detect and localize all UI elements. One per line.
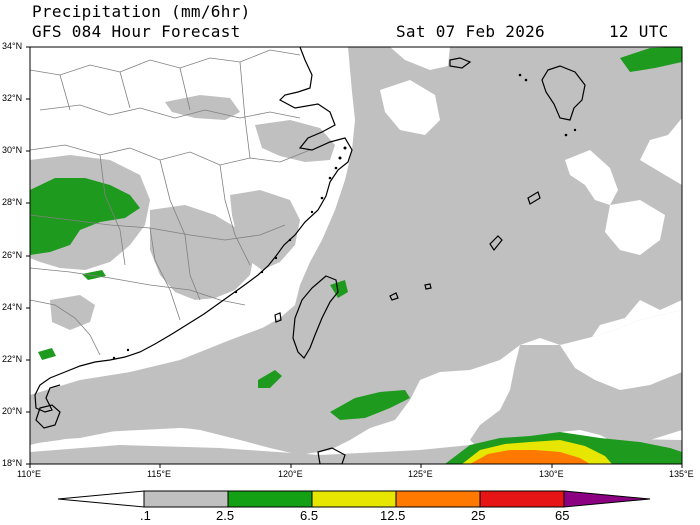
valid-date: Sat 07 Feb 2026: [396, 22, 545, 41]
lat-label: 32°N: [2, 93, 23, 103]
lat-label: 20°N: [2, 406, 23, 416]
precip-inland-east: [230, 190, 300, 270]
lat-label: 18°N: [2, 458, 23, 468]
ryukyu-1: [527, 191, 541, 205]
precip-main-ocean-region: [30, 47, 682, 455]
precip-south-band: [30, 318, 350, 444]
precip-north-east: [255, 120, 335, 162]
lat-label: 26°N: [2, 250, 23, 260]
colorbar-high-arrow: [563, 490, 651, 508]
valid-hour: 12 UTC: [609, 22, 669, 41]
lon-label: 135°E: [669, 469, 694, 479]
green-corner-ne: [620, 47, 682, 72]
green-south-sea-2: [330, 390, 410, 420]
colorbar-bin-3: [311, 490, 397, 508]
lon-label: 120°E: [278, 469, 303, 479]
precip-west-small: [50, 295, 95, 330]
map-area: [30, 47, 682, 464]
colorbar-label: .1: [140, 508, 151, 523]
gap-center-ocean: [605, 200, 665, 255]
precip-inland-center: [150, 205, 255, 300]
lon-label: 115°E: [147, 469, 171, 479]
colorbar-low-arrow: [57, 490, 145, 508]
lat-label: 30°N: [2, 145, 23, 155]
product-title: Precipitation (mm/6hr): [32, 2, 251, 21]
small-island-2: [424, 283, 432, 290]
colorbar-bin-2: [227, 490, 313, 508]
lat-label: 34°N: [2, 41, 23, 51]
lat-label: 24°N: [2, 302, 23, 312]
model-run-label: GFS 084 Hour Forecast: [32, 22, 241, 41]
colorbar-label: 2.5: [216, 508, 235, 523]
colorbar-label: 6.5: [300, 508, 319, 523]
small-island-3: [274, 312, 282, 323]
green-west-small: [38, 348, 56, 360]
colorbar-bin-4: [395, 490, 481, 508]
coastal-islets: [112, 73, 577, 360]
axis-ticks: [26, 46, 683, 468]
gap-southeast-open: [560, 310, 682, 390]
korea-japan-north: [449, 57, 472, 69]
china-coastline: [34, 47, 353, 413]
kyushu-island: [541, 65, 586, 121]
colorbar-bin-5: [479, 490, 565, 508]
philippines-north: [317, 447, 346, 464]
lon-label: 130°E: [539, 469, 564, 479]
gap-north-ocean: [380, 80, 440, 135]
gap-east-ocean: [565, 150, 618, 205]
small-island-1: [389, 292, 399, 301]
hainan-island: [35, 404, 61, 429]
land-borders: [30, 49, 311, 356]
precip-heavy-orange: [470, 450, 590, 464]
precip-gaps: [380, 80, 682, 390]
lat-label: 28°N: [2, 197, 23, 207]
lon-label: 110°E: [17, 469, 41, 479]
green-inland-west: [30, 178, 140, 255]
coastlines: [34, 47, 586, 464]
lon-label: 125°E: [408, 469, 433, 479]
green-taiwan: [330, 280, 348, 298]
ryukyu-2: [489, 235, 503, 252]
taiwan-island: [292, 275, 339, 359]
green-south-sea-1: [258, 370, 282, 388]
colorbar-label: 12.5: [380, 508, 406, 523]
colorbar-label: 25: [471, 508, 486, 523]
colorbar-bin-1: [143, 490, 229, 508]
colorbar: [57, 490, 651, 508]
lat-label: 22°N: [2, 354, 23, 364]
colorbar-label: 65: [555, 508, 570, 523]
green-southern-china: [82, 270, 106, 280]
